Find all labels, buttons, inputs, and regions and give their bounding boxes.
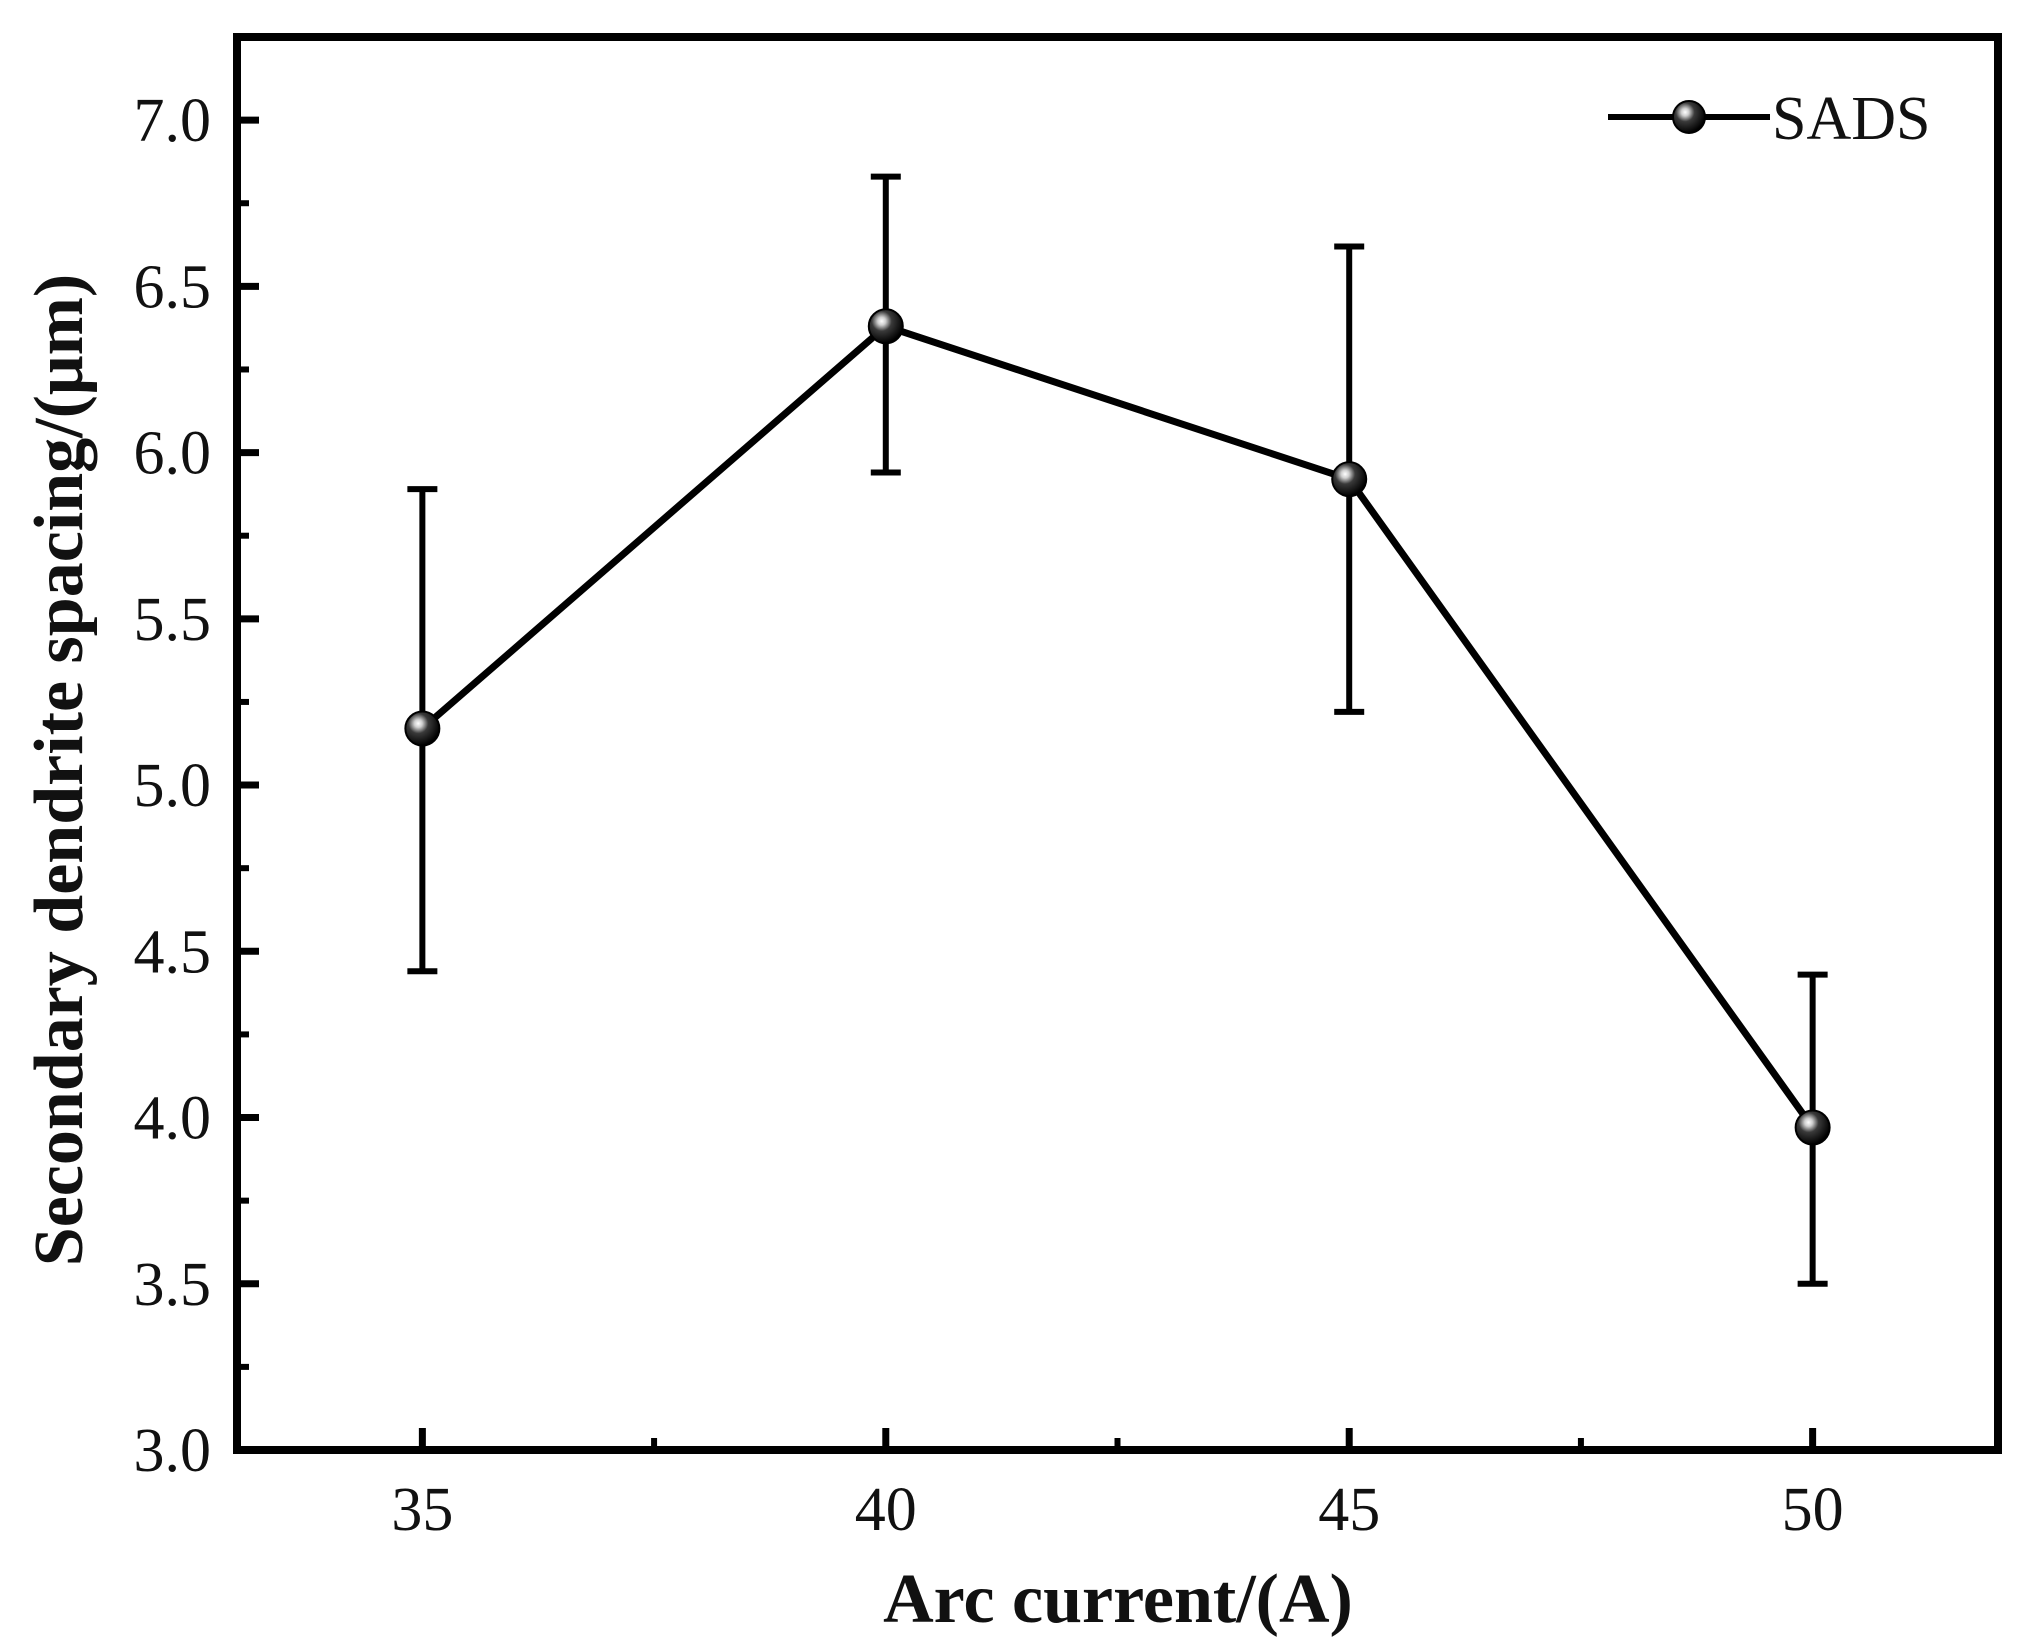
series-line (420, 322, 1816, 1130)
x-axis-title: Arc current/(A) (883, 1561, 1353, 1638)
x-tick-label: 45 (1318, 1476, 1380, 1544)
y-tick-label: 6.0 (134, 420, 212, 488)
data-point (867, 308, 904, 345)
y-tick-label: 3.0 (134, 1417, 212, 1485)
ticks: 35 40 45 50 3.0 3.5 4.0 4.5 5.0 5.5 6.0 6.5 7.0 (134, 87, 1844, 1544)
y-tick-label: 7.0 (134, 87, 212, 155)
legend: SADS (1608, 85, 1931, 153)
y-tick-label: 4.0 (134, 1085, 212, 1153)
y-tick-label: 4.5 (134, 918, 212, 986)
y-tick-label: 6.5 (134, 253, 212, 321)
axes (233, 33, 2002, 1454)
data-point (1331, 461, 1368, 498)
x-tick-label: 50 (1782, 1476, 1844, 1544)
y-tick-label: 5.0 (134, 752, 212, 820)
series-layer (404, 173, 1831, 1287)
x-tick-label: 40 (855, 1476, 917, 1544)
data-point (404, 710, 441, 747)
data-point (1794, 1109, 1831, 1146)
y-tick-label: 5.5 (134, 586, 212, 654)
y-axis-title: Secondary dendrite spacing/(μm) (21, 274, 98, 1266)
x-tick-label: 35 (391, 1476, 453, 1544)
plot-frame (233, 33, 2002, 1454)
y-tick-label: 3.5 (134, 1251, 212, 1319)
legend-marker (1672, 100, 1706, 134)
legend-label: SADS (1772, 85, 1931, 153)
